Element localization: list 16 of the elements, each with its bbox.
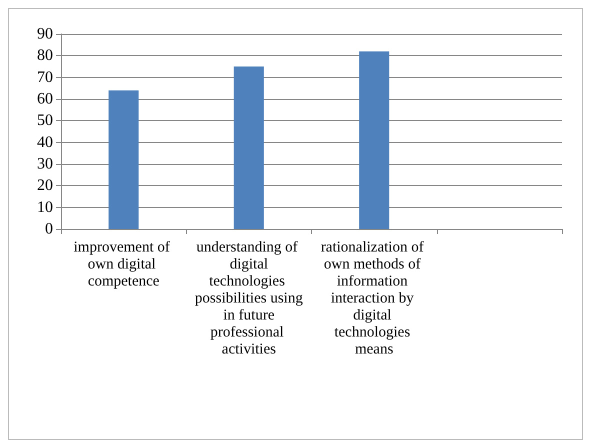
y-tick-label: 0	[45, 220, 53, 238]
y-tick-label: 80	[37, 47, 53, 64]
bar	[108, 90, 139, 229]
y-tick-label: 40	[37, 134, 53, 151]
y-tick-label: 10	[37, 198, 53, 216]
x-tick-label: rationalization of own methods of information interaction by digital technologies means	[320, 240, 428, 358]
y-tick-label: 90	[37, 26, 53, 42]
y-tick-label: 20	[37, 177, 53, 194]
x-tick-label: understanding of digital technologies possibilities using in future professional activities	[194, 240, 304, 358]
y-tick-label: 50	[37, 112, 53, 130]
bar	[359, 51, 390, 229]
y-tick-label: 70	[37, 68, 53, 86]
bar	[234, 66, 264, 229]
x-tick-label: improvement of own digital competence	[74, 240, 174, 290]
y-tick-label: 30	[37, 156, 53, 172]
y-tick-label: 60	[37, 90, 53, 108]
